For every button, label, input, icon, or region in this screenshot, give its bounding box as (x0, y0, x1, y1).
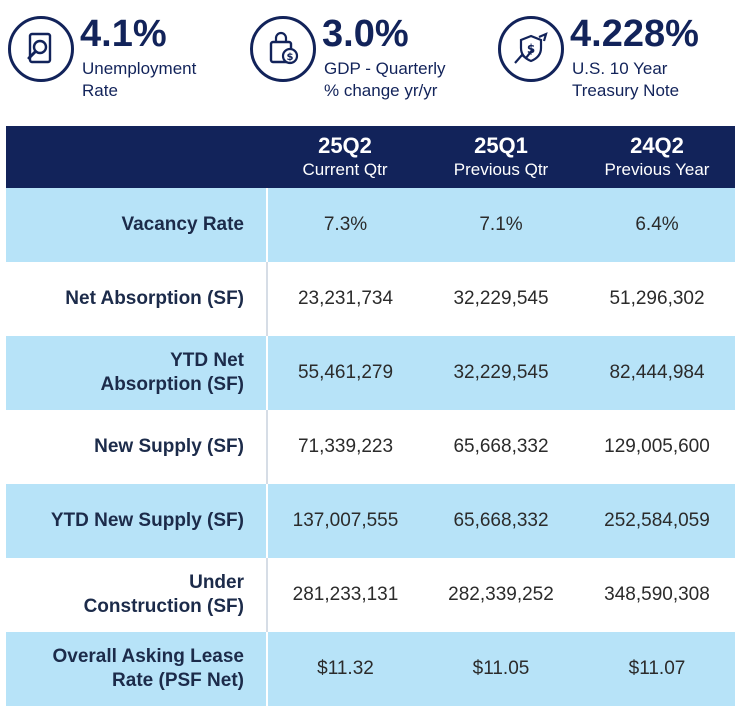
cell: 7.3% (323, 214, 368, 235)
row-label: YTD Net Absorption (SF) (6, 336, 268, 410)
cell: 23,231,734 (297, 288, 394, 309)
row-label: YTD New Supply (SF) (6, 484, 268, 558)
cell: 129,005,600 (604, 436, 710, 457)
row-label: New Supply (SF) (6, 410, 268, 484)
table-row: Under Construction (SF) 281,233,131 282,… (6, 558, 735, 632)
table-row: Vacancy Rate 7.3% 7.1% 6.4% (6, 188, 735, 262)
header-25q1: 25Q1 Previous Qtr (453, 133, 549, 179)
dollar-shield-chart-icon: $ (498, 16, 564, 82)
row-label: Vacancy Rate (6, 188, 268, 262)
gdp-value: 3.0% (322, 13, 409, 55)
row-label: Net Absorption (SF) (6, 262, 268, 336)
table-row: New Supply (SF) 71,339,223 65,668,332 12… (6, 410, 735, 484)
cell: 32,229,545 (453, 288, 549, 309)
svg-text:$: $ (287, 52, 294, 63)
treasury-value: 4.228% (570, 13, 699, 55)
cell: 282,339,252 (448, 584, 554, 605)
magnifier-document-icon (8, 16, 74, 82)
cell: 252,584,059 (604, 510, 710, 531)
row-label: Overall Asking Lease Rate (PSF Net) (6, 632, 268, 706)
unemployment-label: Unemployment Rate (82, 59, 197, 100)
cell: $11.05 (472, 658, 530, 679)
cell: 137,007,555 (292, 510, 399, 531)
cell: 32,229,545 (453, 362, 549, 383)
table-header: 25Q2 Current Qtr 25Q1 Previous Qtr 24Q2 … (6, 126, 735, 188)
gdp-label: GDP - Quarterly % change yr/yr (324, 59, 446, 100)
table-row: YTD New Supply (SF) 137,007,555 65,668,3… (6, 484, 735, 558)
cell: 82,444,984 (609, 362, 705, 383)
cell: $11.07 (628, 658, 686, 679)
shopping-bag-coin-icon: $ (250, 16, 316, 82)
svg-text:$: $ (527, 42, 535, 56)
row-label: Under Construction (SF) (6, 558, 268, 632)
economic-indicators: 4.1% Unemployment Rate $ 3.0% GDP - Quar… (0, 0, 750, 110)
header-24q2: 24Q2 Previous Year (604, 133, 710, 179)
cell: 6.4% (635, 214, 679, 235)
cell: 55,461,279 (297, 362, 394, 383)
market-stats-table: 25Q2 Current Qtr 25Q1 Previous Qtr 24Q2 … (6, 126, 735, 706)
cell: 348,590,308 (604, 584, 710, 605)
cell: 51,296,302 (609, 288, 705, 309)
table-row: YTD Net Absorption (SF) 55,461,279 32,22… (6, 336, 735, 410)
table-row: Overall Asking Lease Rate (PSF Net) $11.… (6, 632, 735, 706)
treasury-label: U.S. 10 Year Treasury Note (572, 59, 680, 100)
cell: 7.1% (479, 214, 523, 235)
cell: $11.32 (317, 658, 374, 679)
header-blank (6, 126, 267, 188)
cell: 71,339,223 (297, 436, 394, 457)
unemployment-value: 4.1% (80, 13, 167, 55)
cell: 65,668,332 (453, 510, 549, 531)
header-25q2: 25Q2 Current Qtr (302, 133, 388, 179)
cell: 65,668,332 (453, 436, 549, 457)
cell: 281,233,131 (292, 584, 399, 605)
table-row: Net Absorption (SF) 23,231,734 32,229,54… (6, 262, 735, 336)
